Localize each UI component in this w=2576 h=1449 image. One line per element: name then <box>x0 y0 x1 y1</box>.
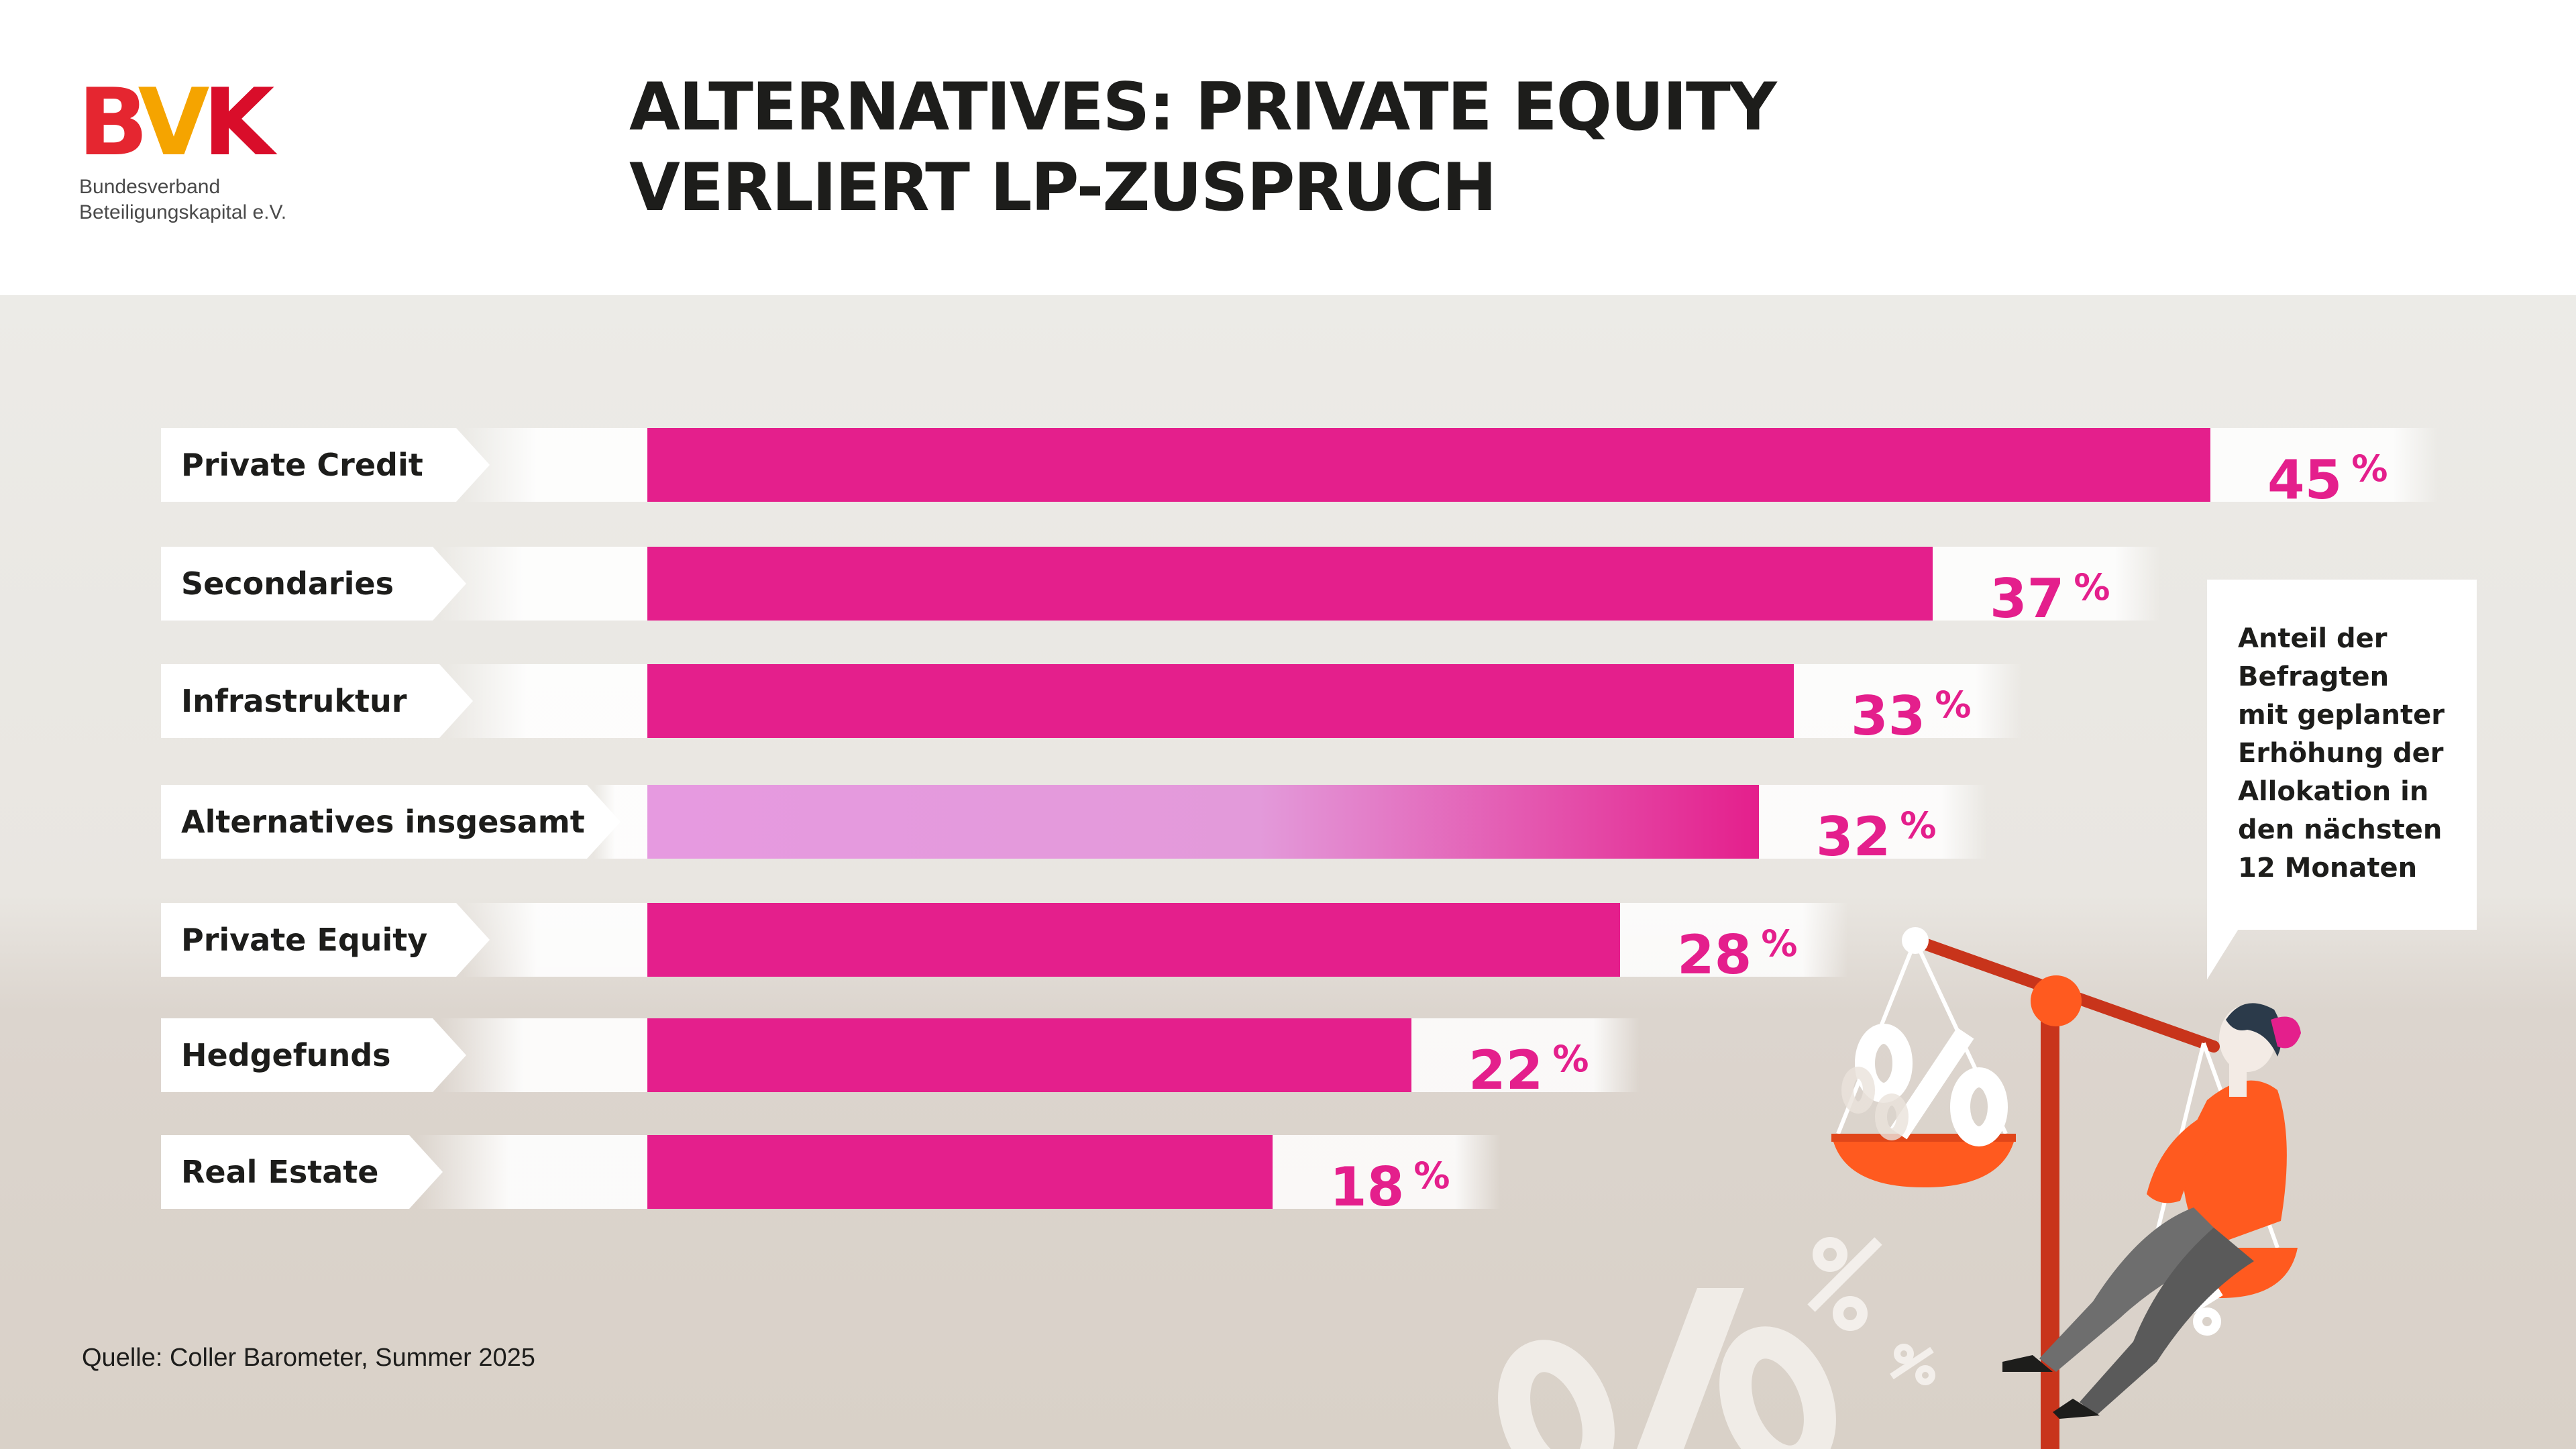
bar <box>647 903 1620 977</box>
callout-text: Anteil der Befragten mit geplanter Erhöh… <box>2238 620 2445 888</box>
value-backdrop <box>1411 1018 1640 1092</box>
small-percent-icon <box>1807 1237 1882 1331</box>
callout-line: Allokation in <box>2238 776 2429 807</box>
pan-percent-icon <box>1855 1024 2008 1146</box>
logo-subtitle: Bundesverband Beteiligungskapital e.V. <box>79 174 286 225</box>
scale-pole <box>2041 1006 2059 1449</box>
callout-line: den nächsten <box>2238 814 2443 845</box>
data-label: 18% <box>1330 1139 1450 1218</box>
category-label: Private Credit <box>161 428 490 502</box>
data-label-unit: % <box>1935 684 1972 726</box>
data-label: 33% <box>1851 668 1972 747</box>
logo-subtitle-line2: Beteiligungskapital e.V. <box>79 201 287 223</box>
category-label: Private Equity <box>161 903 490 977</box>
category-label-text: Private Credit <box>181 447 423 483</box>
large-percent-icon <box>1498 1288 1836 1449</box>
label-fade <box>463 428 647 502</box>
title-line1: ALTERNATIVES: PRIVATE EQUITY <box>629 69 1777 146</box>
label-fade <box>463 903 647 977</box>
data-label: 32% <box>1816 789 1937 868</box>
data-label: 22% <box>1468 1022 1589 1102</box>
bar <box>647 428 2210 502</box>
data-label-unit: % <box>2351 447 2388 490</box>
data-label-unit: % <box>1552 1038 1589 1080</box>
value-backdrop <box>1933 547 2161 621</box>
category-label-text: Private Equity <box>181 922 428 958</box>
bar <box>647 1018 1411 1092</box>
title-line2: VERLIERT LP-ZUSPRUCH <box>629 150 1497 226</box>
data-label-value: 37 <box>1990 568 2065 630</box>
bar <box>647 547 1933 621</box>
label-fade <box>439 547 647 621</box>
category-label: Hedgefunds <box>161 1018 466 1092</box>
data-label-value: 28 <box>1677 924 1752 986</box>
data-label-value: 18 <box>1330 1156 1405 1218</box>
category-label-text: Real Estate <box>181 1154 379 1190</box>
tiny-percent-icon <box>1890 1344 1935 1385</box>
label-fade <box>439 1018 647 1092</box>
bar <box>647 1135 1273 1209</box>
label-fade <box>446 664 647 738</box>
callout-line: Befragten <box>2238 661 2390 692</box>
data-label-value: 22 <box>1468 1039 1544 1102</box>
bar <box>647 785 1759 859</box>
category-label: Alternatives insgesamt <box>161 785 621 859</box>
label-fade <box>416 1135 647 1209</box>
value-backdrop <box>1620 903 1848 977</box>
category-label: Real Estate <box>161 1135 443 1209</box>
data-label-unit: % <box>2074 566 2110 608</box>
data-label: 28% <box>1677 907 1798 986</box>
callout-line: Anteil der <box>2238 623 2387 654</box>
data-label-unit: % <box>1761 922 1798 965</box>
source-note: Quelle: Coller Barometer, Summer 2025 <box>82 1344 535 1372</box>
page-title: ALTERNATIVES: PRIVATE EQUITY VERLIERT LP… <box>629 67 1777 228</box>
value-backdrop <box>2210 428 2438 502</box>
left-pan <box>1831 1134 2016 1187</box>
data-label-unit: % <box>1413 1155 1450 1197</box>
data-label: 45% <box>2267 432 2388 511</box>
callout-line: mit geplanter <box>2238 700 2445 731</box>
category-label-text: Alternatives insgesamt <box>181 804 585 840</box>
bar <box>647 664 1794 738</box>
bvk-logo: BVK <box>78 68 274 176</box>
value-backdrop <box>1794 664 2022 738</box>
category-label: Secondaries <box>161 547 466 621</box>
data-label-value: 45 <box>2267 449 2343 511</box>
data-label-unit: % <box>1900 804 1937 847</box>
scale-pivot <box>2031 975 2082 1026</box>
callout-line: 12 Monaten <box>2238 853 2418 883</box>
logo-subtitle-line1: Bundesverband <box>79 176 221 198</box>
woman-on-scale-icon <box>2002 1003 2301 1419</box>
callout-line: Erhöhung der <box>2238 738 2444 769</box>
callout-box: Anteil der Befragten mit geplanter Erhöh… <box>2207 580 2477 930</box>
data-label-value: 33 <box>1851 685 1926 747</box>
data-label-value: 32 <box>1816 806 1891 868</box>
category-label-text: Infrastruktur <box>181 683 407 719</box>
data-label: 37% <box>1990 551 2110 630</box>
value-backdrop <box>1273 1135 1501 1209</box>
category-label-text: Secondaries <box>181 566 394 602</box>
value-backdrop <box>1759 785 1987 859</box>
header: BVK Bundesverband Beteiligungskapital e.… <box>0 0 2576 295</box>
category-label-text: Hedgefunds <box>181 1037 391 1073</box>
category-label: Infrastruktur <box>161 664 473 738</box>
